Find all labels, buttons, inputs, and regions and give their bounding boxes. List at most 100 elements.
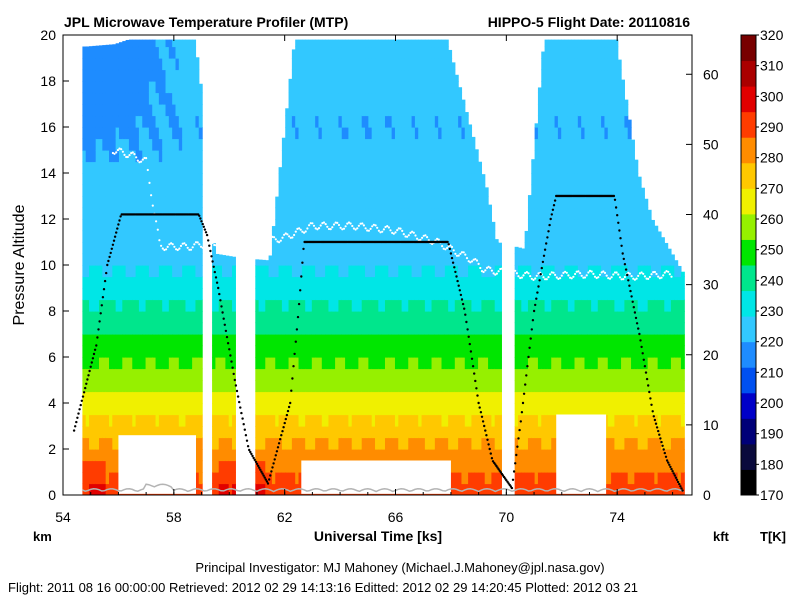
heatmap-cell — [271, 226, 276, 232]
heatmap-cell — [517, 357, 522, 370]
heatmap-cell — [168, 426, 173, 439]
heatmap-cell — [368, 391, 373, 404]
heatmap-cell — [165, 150, 170, 163]
heatmap-cell — [148, 311, 153, 324]
heatmap-cell — [145, 391, 150, 404]
heatmap-cell — [102, 92, 107, 105]
heatmap-cell — [155, 253, 160, 266]
heatmap-cell — [261, 345, 266, 358]
heatmap-cell — [158, 380, 163, 393]
heatmap-cell — [162, 173, 167, 186]
heatmap-cell — [461, 380, 466, 393]
heatmap-cell — [398, 58, 403, 71]
heatmap-cell — [132, 276, 137, 289]
heatmap-cell — [581, 253, 586, 266]
heatmap-cell — [185, 357, 190, 370]
heatmap-cell — [165, 265, 170, 278]
heatmap-cell — [142, 288, 147, 301]
heatmap-cell — [571, 230, 576, 243]
heatmap-cell — [365, 426, 369, 439]
heatmap-cell — [431, 69, 436, 82]
heatmap-cell — [358, 58, 363, 71]
heatmap-cell — [305, 173, 310, 186]
heatmap-cell — [557, 127, 562, 140]
heatmap-cell — [301, 39, 306, 48]
heatmap-cell — [112, 44, 117, 48]
heatmap-cell — [491, 242, 496, 255]
heatmap-cell — [89, 311, 93, 324]
heatmap-cell — [394, 219, 399, 232]
heatmap-cell — [401, 173, 406, 186]
heatmap-cell — [384, 138, 389, 151]
heatmap-cell — [305, 184, 310, 197]
heatmap-cell — [394, 127, 399, 140]
heatmap-cell — [388, 138, 393, 151]
heatmap-cell — [301, 92, 306, 105]
heatmap-cell — [458, 150, 463, 163]
heatmap-cell — [414, 104, 419, 117]
heatmap-cell — [288, 403, 293, 416]
heatmap-cell — [577, 391, 582, 404]
heatmap-cell — [192, 58, 197, 71]
heatmap-cell — [388, 39, 393, 48]
heatmap-cell — [295, 472, 300, 485]
heatmap-cell — [434, 426, 439, 439]
heatmap-cell — [544, 46, 549, 59]
heatmap-cell — [551, 276, 556, 289]
heatmap-cell — [441, 391, 446, 404]
heatmap-cell — [95, 104, 100, 117]
heatmap-cell — [348, 345, 353, 358]
heatmap-cell — [514, 437, 519, 450]
heatmap-cell — [291, 357, 296, 370]
heatmap-cell — [547, 69, 552, 82]
heatmap-cell — [341, 380, 346, 393]
heatmap-cell — [192, 403, 197, 416]
heatmap-cell — [109, 437, 113, 450]
heatmap-cell — [305, 403, 310, 416]
heatmap-cell — [461, 138, 466, 151]
heatmap-cell — [378, 58, 383, 71]
heatmap-cell — [138, 173, 143, 186]
heatmap-cell — [577, 219, 582, 232]
heatmap-cell — [105, 115, 110, 128]
heatmap-cell — [571, 161, 576, 174]
heatmap-cell — [557, 357, 562, 370]
heatmap-cell — [112, 92, 117, 105]
heatmap-cell — [265, 437, 270, 450]
heatmap-cell — [454, 74, 459, 82]
heatmap-cell — [428, 58, 433, 71]
heatmap-cell — [348, 69, 353, 82]
heatmap-cell — [335, 207, 340, 220]
heatmap-cell — [541, 219, 546, 232]
heatmap-cell — [112, 357, 117, 370]
heatmap-cell — [175, 69, 180, 82]
heatmap-cell — [89, 138, 93, 151]
heatmap-cell — [95, 357, 100, 370]
heatmap-cell — [498, 265, 502, 278]
heatmap-cell — [581, 345, 586, 358]
heatmap-cell — [341, 449, 346, 462]
heatmap-cell — [128, 322, 133, 335]
heatmap-cell — [557, 173, 562, 186]
heatmap-cell — [481, 311, 486, 324]
heatmap-cell — [554, 334, 559, 347]
heatmap-cell — [102, 472, 107, 485]
heatmap-cell — [82, 357, 87, 370]
heatmap-cell — [454, 138, 459, 151]
heatmap-cell — [351, 403, 356, 416]
heatmap-cell — [95, 460, 100, 473]
heatmap-cell — [537, 219, 542, 232]
heatmap-cell — [298, 127, 303, 140]
heatmap-cell — [258, 259, 263, 266]
heatmap-cell — [341, 207, 346, 220]
heatmap-cell — [481, 299, 486, 312]
heatmap-cell — [561, 46, 566, 59]
heatmap-cell — [411, 242, 416, 255]
heatmap-cell — [471, 437, 476, 450]
heatmap-cell — [468, 426, 473, 439]
heatmap-cell — [338, 345, 343, 358]
heatmap-cell — [378, 357, 383, 370]
heatmap-cell — [478, 483, 483, 495]
heatmap-cell — [381, 357, 386, 370]
heatmap-cell — [574, 368, 579, 381]
